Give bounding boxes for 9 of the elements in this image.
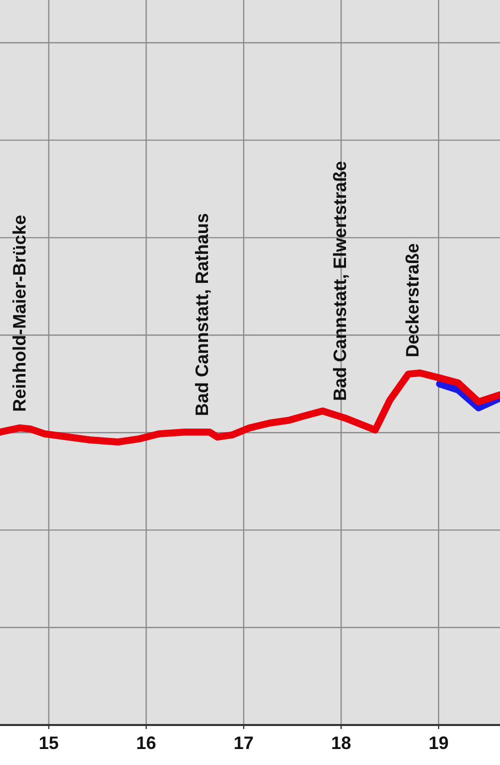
annotation: Deckerstraße	[402, 243, 422, 358]
x-tick-label: 18	[331, 733, 352, 753]
x-tick-label: 17	[234, 733, 254, 753]
x-tick-label: 16	[136, 733, 156, 753]
annotation: Bad Cannstatt, Elwertstraße	[330, 160, 350, 401]
x-tick-label: 19	[428, 733, 449, 753]
x-tick-label: 15	[38, 733, 59, 753]
annotation: Reinhold-Maier-Brücke	[9, 214, 30, 412]
annotation: Bad Cannstatt, Rathaus	[192, 213, 212, 416]
